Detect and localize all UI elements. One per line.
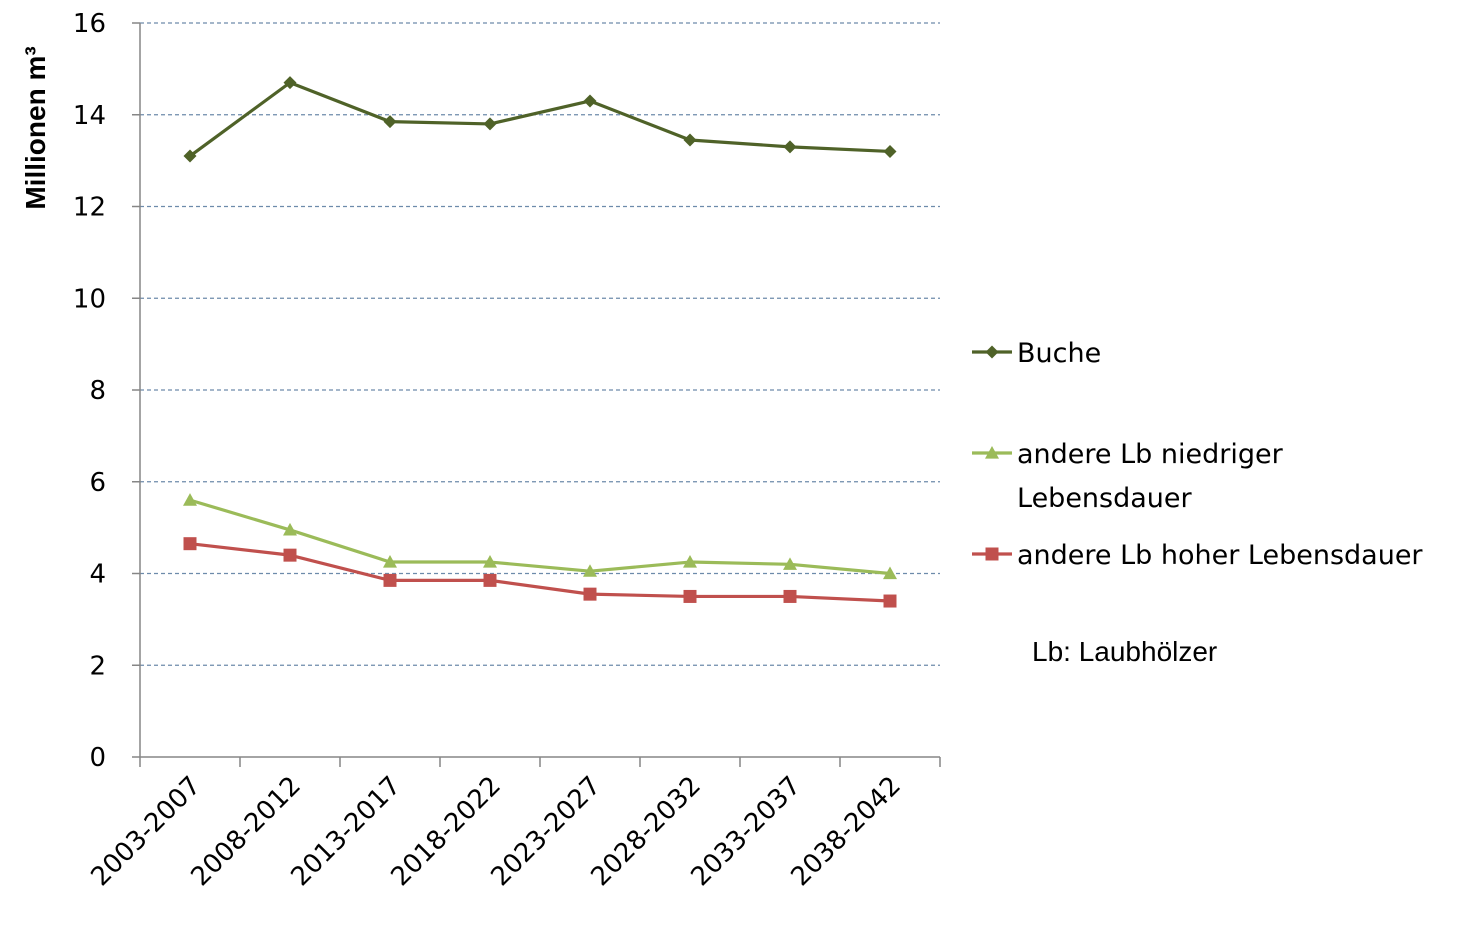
data-point [783,557,797,570]
data-point [183,493,197,506]
series-line [189,81,891,158]
data-point [783,589,797,603]
y-tick-label: 4 [89,560,106,590]
data-point [383,555,397,568]
series-2 [183,537,897,608]
x-tick-labels: 2003-20072008-20122013-20172018-20222023… [86,771,907,892]
legend-label: andere Lb niedriger [1017,439,1284,470]
y-tick-label: 6 [89,468,106,498]
y-tick-label: 2 [89,651,106,681]
y-tick-label: 8 [89,376,106,406]
data-point [183,537,197,551]
y-tick-label: 10 [73,284,106,314]
legend-label: Lebensdauer [1017,483,1193,514]
data-point [183,149,197,163]
legend-swatch-marker [985,547,999,561]
y-tick-labels: 0 2 4 6 8 10 12 14 16 [73,9,106,773]
y-tick-label: 0 [89,743,106,773]
y-tick-label: 14 [73,101,106,131]
axes [132,22,941,767]
data-point [583,587,597,601]
legend-label: Buche [1017,338,1101,369]
annotation-note: Lb: Laubhölzer [1032,636,1217,667]
data-point [883,566,897,580]
y-tick-label: 16 [73,9,106,39]
data-point [483,555,497,568]
data-point [783,140,797,154]
series-line [189,542,891,603]
data-point [383,115,397,129]
data-point [583,94,597,108]
data-point [383,573,397,587]
data-point [583,564,597,577]
series-line [189,498,891,576]
gridlines [140,22,940,666]
y-axis-label: Millionen m³ [20,46,51,209]
data-point [483,117,497,131]
data-point [283,76,297,90]
data-point [483,573,497,587]
legend-swatch-marker [985,345,999,359]
legend-item-2: andere Lb hoher Lebensdauer [972,540,1423,571]
legend-item-0: Buche [972,338,1101,369]
data-point [683,589,697,603]
data-point [883,144,897,158]
legend-label: andere Lb hoher Lebensdauer [1017,540,1423,571]
data-point [283,522,297,536]
data-point [283,548,297,562]
series-1 [183,493,897,580]
legend-swatch-marker [985,446,999,459]
data-point [683,133,697,147]
data-point [883,594,897,608]
data-point [683,555,697,568]
legend-item-1: andere Lb niedriger Lebensdauer [972,439,1284,514]
y-tick-label: 12 [73,193,106,223]
series-0 [183,76,897,163]
series-lines [183,76,897,608]
